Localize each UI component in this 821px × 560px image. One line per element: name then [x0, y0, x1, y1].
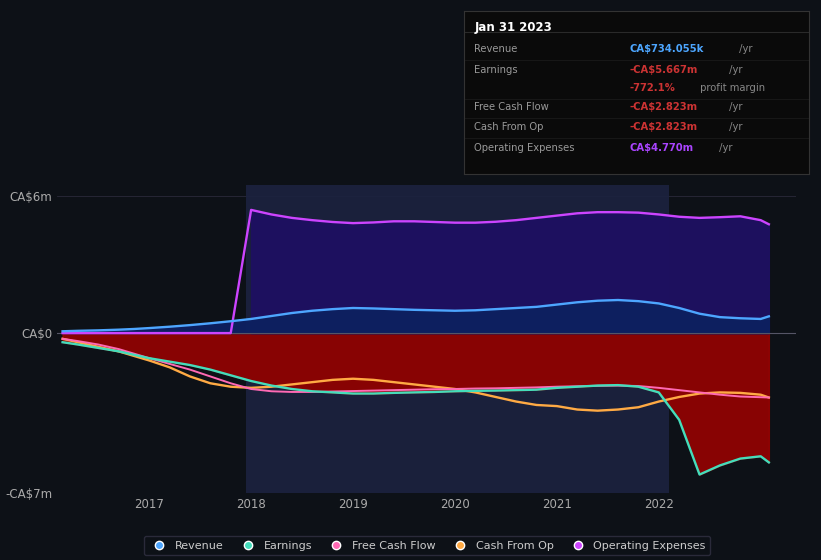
Text: profit margin: profit margin [697, 82, 765, 92]
Text: Jan 31 2023: Jan 31 2023 [475, 21, 552, 34]
Text: /yr: /yr [716, 143, 733, 153]
Text: Free Cash Flow: Free Cash Flow [475, 102, 549, 112]
Text: CA$4.770m: CA$4.770m [630, 143, 694, 153]
Text: -CA$2.823m: -CA$2.823m [630, 122, 698, 132]
Text: /yr: /yr [726, 102, 742, 112]
Text: -CA$5.667m: -CA$5.667m [630, 64, 698, 74]
Bar [246, 185, 669, 493]
Text: CA$734.055k: CA$734.055k [630, 44, 704, 54]
Text: -CA$2.823m: -CA$2.823m [630, 102, 698, 112]
Text: /yr: /yr [726, 64, 742, 74]
Text: /yr: /yr [736, 44, 752, 54]
Legend: Revenue, Earnings, Free Cash Flow, Cash From Op, Operating Expenses: Revenue, Earnings, Free Cash Flow, Cash … [144, 536, 710, 555]
Text: -772.1%: -772.1% [630, 82, 675, 92]
Text: Operating Expenses: Operating Expenses [475, 143, 575, 153]
Text: Revenue: Revenue [475, 44, 517, 54]
Text: /yr: /yr [726, 122, 742, 132]
Text: Earnings: Earnings [475, 64, 518, 74]
Text: Cash From Op: Cash From Op [475, 122, 544, 132]
